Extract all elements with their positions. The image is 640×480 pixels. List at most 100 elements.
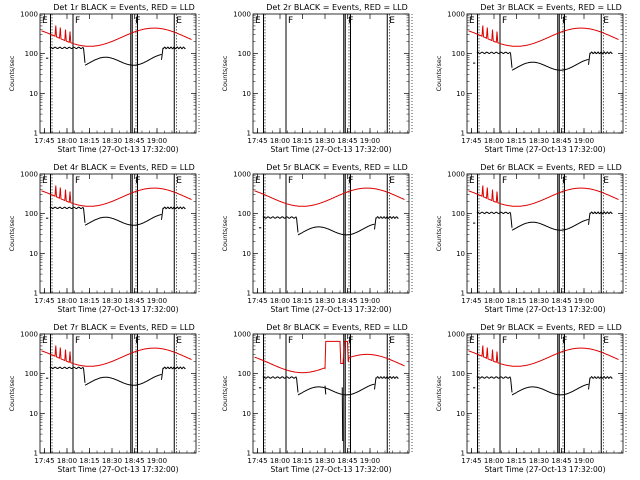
chart-panel-5: Det 5r BLACK = Events, RED = LLD 1 10 100 10…	[221, 163, 413, 314]
y-axis-label: Counts/sec	[8, 215, 16, 251]
x-tick-label: 18:45	[124, 137, 144, 145]
marker-label: E	[469, 176, 475, 186]
series-lld-line	[41, 185, 192, 207]
marker-label: E	[176, 336, 182, 346]
y-tick-label: 1	[34, 130, 38, 138]
marker-label: E	[42, 16, 48, 26]
x-axis-label: Start Time (27-Oct-13 17:32:00)	[57, 145, 178, 154]
x-tick-label: 18:15	[79, 457, 99, 465]
y-tick-label: 100	[452, 370, 465, 378]
plot-frame	[39, 333, 197, 454]
chart-panel-6: Det 6r BLACK = Events, RED = LLD 1 10 100 10…	[435, 163, 627, 314]
y-tick-label: 1000	[233, 171, 251, 179]
chart-title: Det 2r BLACK = Events, RED = LLD	[266, 3, 408, 12]
series-lld-line	[254, 187, 405, 207]
series-events-step	[296, 377, 299, 393]
x-axis-label: Start Time (27-Oct-13 17:32:00)	[270, 145, 391, 154]
marker-label: F	[348, 16, 353, 26]
x-tick-label: 19:00	[574, 457, 594, 465]
series-events-line	[511, 383, 589, 396]
x-tick-label: 18:00	[484, 137, 504, 145]
y-tick-label: 10	[29, 90, 38, 98]
series-events-step	[510, 377, 513, 393]
y-tick-label: 100	[25, 370, 38, 378]
x-tick-label: 18:15	[292, 297, 312, 305]
x-tick-label: 18:00	[270, 137, 290, 145]
marker-label: F	[562, 336, 567, 346]
x-tick-label: 18:00	[484, 457, 504, 465]
x-tick-label: 18:00	[484, 297, 504, 305]
x-tick-label: 18:30	[315, 457, 335, 465]
x-tick-label: 17:45	[34, 457, 54, 465]
x-tick-label: 17:45	[461, 297, 481, 305]
chart-panel-1: Det 1r BLACK = Events, RED = LLD 1 10 100 10…	[8, 3, 200, 154]
x-tick-label: 18:30	[529, 297, 549, 305]
series-events-line	[49, 366, 84, 370]
marker-label: E	[389, 16, 395, 26]
x-tick-label: 18:45	[551, 297, 571, 305]
y-tick-label: 100	[25, 50, 38, 58]
y-tick-label: 10	[456, 250, 465, 258]
x-tick-label: 18:00	[270, 457, 290, 465]
series-events-line	[49, 46, 84, 50]
marker-label: F	[502, 16, 507, 26]
series-events-step	[588, 52, 591, 65]
marker-label: F	[502, 336, 507, 346]
y-axis-label: Counts/sec	[8, 375, 16, 411]
x-tick-label: 18:00	[57, 137, 77, 145]
series-lld-line	[468, 345, 619, 367]
x-tick-label: 18:30	[529, 457, 549, 465]
marker-label: E	[469, 16, 475, 26]
x-tick-label: 19:00	[360, 137, 380, 145]
plot-frame	[466, 333, 624, 454]
y-tick-label: 1000	[447, 11, 465, 19]
x-axis-label: Start Time (27-Oct-13 17:32:00)	[270, 465, 391, 474]
chart-panel-3: Det 3r BLACK = Events, RED = LLD 1 10 100 10…	[435, 3, 627, 154]
series-events-line	[297, 383, 375, 396]
series-events-line	[476, 211, 511, 215]
y-tick-label: 10	[29, 250, 38, 258]
x-axis-label: Start Time (27-Oct-13 17:32:00)	[57, 465, 178, 474]
y-axis-label: Counts/sec	[221, 375, 229, 411]
series-events-line	[262, 376, 297, 379]
series-events-step	[588, 212, 591, 225]
series-events-line	[262, 216, 297, 219]
x-tick-label: 18:45	[337, 457, 357, 465]
plot-frame	[39, 173, 197, 294]
x-tick-label: 18:45	[124, 457, 144, 465]
series-events-line	[324, 385, 327, 395]
y-tick-label: 100	[238, 50, 251, 58]
series-events-line	[49, 206, 84, 210]
series-lld-line	[41, 345, 192, 367]
y-tick-label: 100	[25, 210, 38, 218]
series-events-step	[588, 377, 591, 390]
chart-title: Det 5r BLACK = Events, RED = LLD	[266, 163, 408, 172]
x-axis-label: Start Time (27-Oct-13 17:32:00)	[57, 305, 178, 314]
x-tick-label: 17:45	[34, 137, 54, 145]
x-tick-label: 18:45	[551, 457, 571, 465]
x-axis-label: Start Time (27-Oct-13 17:32:00)	[270, 305, 391, 314]
y-tick-label: 1	[247, 450, 251, 458]
x-tick-label: 19:00	[360, 457, 380, 465]
marker-label: F	[288, 16, 293, 26]
chart-title: Det 7r BLACK = Events, RED = LLD	[53, 323, 195, 332]
series-events-line	[375, 375, 399, 380]
y-tick-label: 1	[34, 290, 38, 298]
marker-label: F	[348, 176, 353, 186]
series-events-step	[83, 47, 86, 63]
marker-label: E	[176, 16, 182, 26]
x-tick-label: 17:45	[461, 457, 481, 465]
marker-label: F	[288, 336, 293, 346]
marker-label: E	[42, 176, 48, 186]
series-events-step	[83, 207, 86, 223]
x-tick-label: 18:00	[57, 297, 77, 305]
y-axis-label: Counts/sec	[8, 55, 16, 91]
series-events-line	[162, 366, 186, 370]
y-tick-label: 1000	[447, 171, 465, 179]
plot-frame	[252, 173, 410, 294]
marker-label: E	[42, 336, 48, 346]
marker-label: F	[135, 336, 140, 346]
y-axis-label: Counts/sec	[221, 55, 229, 91]
y-tick-label: 1	[247, 290, 251, 298]
